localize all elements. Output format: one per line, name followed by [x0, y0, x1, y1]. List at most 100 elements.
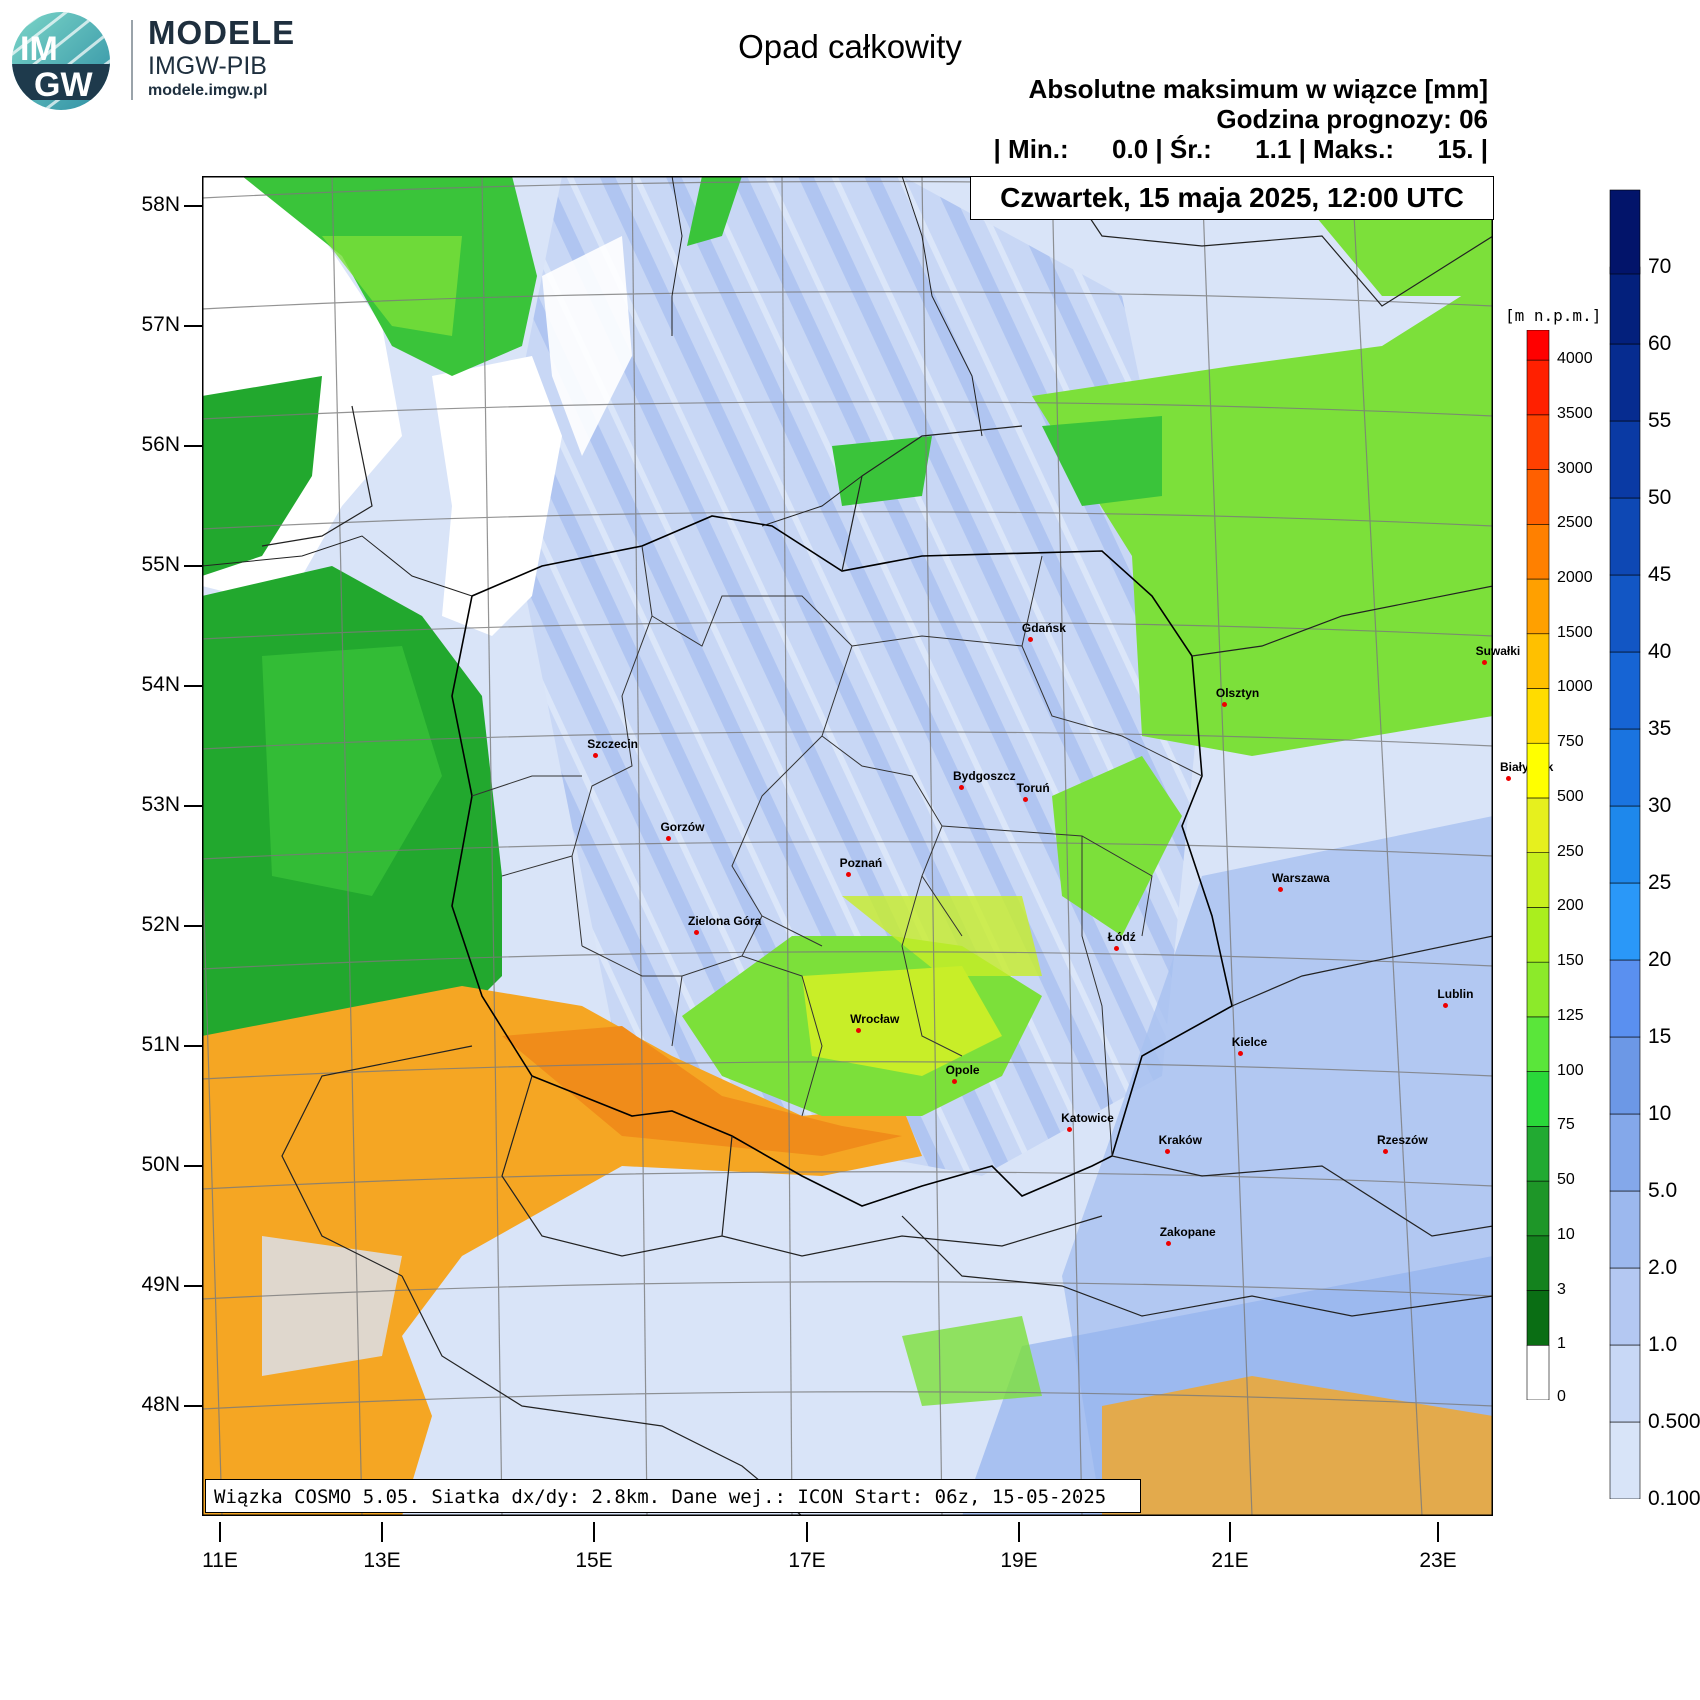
lat-tick [184, 1405, 202, 1407]
city-marker-zakopane [1165, 1240, 1171, 1246]
map-frame [202, 176, 1493, 1516]
terrain-color-swatch [1526, 523, 1550, 580]
stats-line: | Min.: 0.0 | Śr.: 1.1 | Maks.: 15. | [994, 134, 1488, 165]
terrain-tick-label: 2500 [1557, 514, 1593, 532]
city-marker-katowice [1067, 1126, 1073, 1132]
header-line-1: Absolutne maksimum w wiązce [mm] [1028, 74, 1488, 104]
city-label-wroclaw: Wrocław [850, 1011, 900, 1026]
precip-tick-label: 45 [1648, 563, 1672, 586]
lon-tick [1229, 1522, 1231, 1542]
lon-tick-label: 17E [788, 1549, 826, 1572]
precip-color-swatch [1609, 1421, 1641, 1499]
terrain-color-swatch [1526, 688, 1550, 744]
lon-tick-label: 11E [202, 1549, 238, 1572]
terrain-tick-label: 1500 [1557, 623, 1593, 641]
brand-url[interactable]: modele.imgw.pl [148, 82, 268, 99]
terrain-color-swatch [1526, 578, 1550, 635]
terrain-color-swatch [1526, 907, 1550, 963]
city-marker-suwalki [1481, 660, 1487, 666]
city-marker-gdansk [1027, 636, 1033, 642]
terrain-color-swatch [1526, 797, 1550, 853]
city-label-poznan: Poznań [839, 855, 883, 870]
precip-colorbar [1609, 189, 1641, 1499]
lat-tick [184, 685, 202, 687]
yellow-green-krakow [802, 966, 1002, 1076]
city-marker-rzeszow [1383, 1148, 1388, 1154]
city-label-gorzow: Gorzów [660, 820, 705, 835]
terrain-color-swatch [1526, 1344, 1550, 1400]
precip-tick-label: 1.0 [1648, 1333, 1678, 1356]
terrain-tick-label: 150 [1557, 952, 1584, 970]
city-marker-lublin [1443, 1002, 1449, 1008]
terrain-color-swatch [1526, 469, 1550, 525]
voivodeship-borders [471, 545, 1203, 1157]
lon-tick [593, 1522, 595, 1542]
forecast-date: Czwartek, 15 maja 2025, 12:00 UTC [970, 176, 1494, 220]
max-label: | Maks.: [1298, 134, 1394, 164]
blue-gap-southwest [262, 1236, 402, 1376]
forecast-hour: Godzina prognozy: 06 [1216, 104, 1488, 134]
lat-tick [184, 565, 202, 567]
lat-tick-label: 53N [141, 793, 180, 816]
lat-tick [184, 325, 202, 327]
city-marker-poznan [845, 871, 851, 877]
precip-color-swatch [1609, 266, 1641, 345]
lat-tick-label: 48N [141, 1393, 180, 1416]
city-label-zielona-gora: Zielona Góra [688, 914, 762, 929]
terrain-color-swatch [1526, 1071, 1550, 1127]
min-label: | Min.: [993, 134, 1069, 164]
precip-tick-label: 30 [1648, 794, 1672, 817]
terrain-color-swatch [1526, 961, 1550, 1018]
precip-tick-label: 0.100 [1648, 1487, 1700, 1510]
terrain-color-swatch [1526, 1016, 1550, 1072]
lon-tick-label: 21E [1211, 1549, 1249, 1572]
terrain-tick-label: 500 [1557, 787, 1584, 805]
precip-tick-label: 35 [1648, 717, 1672, 740]
precip-color-swatch [1609, 1190, 1641, 1269]
coastline [202, 176, 983, 597]
orange-southeast [1102, 1376, 1493, 1516]
sea-no-precip-baltic [432, 356, 562, 636]
terrain-color-swatch [1526, 1290, 1550, 1346]
precip-tick-label: 20 [1648, 948, 1672, 971]
green-lublin [1052, 756, 1182, 936]
terrain-tick-label: 50 [1557, 1171, 1575, 1189]
city-label-warszawa: Warszawa [1272, 871, 1330, 886]
precip-color-swatch [1609, 574, 1641, 653]
terrain-color-swatch [1526, 1126, 1550, 1182]
city-label-gdansk: Gdańsk [1021, 620, 1066, 635]
lat-tick [184, 805, 202, 807]
city-marker-zielona-gora [694, 930, 699, 936]
terrain-tick-label: 3 [1557, 1280, 1566, 1298]
lat-tick-label: 50N [141, 1153, 180, 1176]
country-borders [261, 176, 1493, 1516]
city-label-olsztyn: Olsztyn [1215, 686, 1260, 701]
terrain-tick-label: 0 [1557, 1388, 1566, 1405]
logo-text-top: IM [20, 30, 58, 68]
terrain-color-swatch [1526, 633, 1550, 689]
lat-tick-label: 52N [141, 913, 180, 936]
city-marker-gorzow [666, 836, 672, 842]
lon-tick [219, 1522, 221, 1542]
city-marker-warszawa [1278, 887, 1284, 893]
precip-tick-label: 15 [1648, 1025, 1672, 1048]
brand-subtitle: IMGW-PIB [148, 52, 267, 80]
brand-title: MODELE [148, 14, 296, 51]
precip-color-swatch [1609, 1267, 1641, 1346]
terrain-tick-label: 250 [1557, 842, 1584, 860]
terrain-tick-label: 750 [1557, 733, 1584, 751]
lon-tick [1018, 1522, 1020, 1542]
lon-tick [806, 1522, 808, 1542]
poland-border [451, 515, 1233, 1207]
city-marker-lodz [1113, 946, 1119, 952]
precip-tick-label: 55 [1648, 409, 1672, 432]
precip-tick-label: 5.0 [1648, 1179, 1678, 1202]
precip-tick-label: 60 [1648, 332, 1672, 355]
city-label-lublin: Lublin [1437, 986, 1474, 1001]
precip-color-swatch [1609, 959, 1641, 1038]
precip-color-swatch [1609, 1344, 1641, 1423]
lat-tick-label: 49N [141, 1273, 180, 1296]
lon-tick [1437, 1522, 1439, 1542]
green-lithuania [1032, 276, 1493, 756]
precip-tick-label: 50 [1648, 486, 1672, 509]
